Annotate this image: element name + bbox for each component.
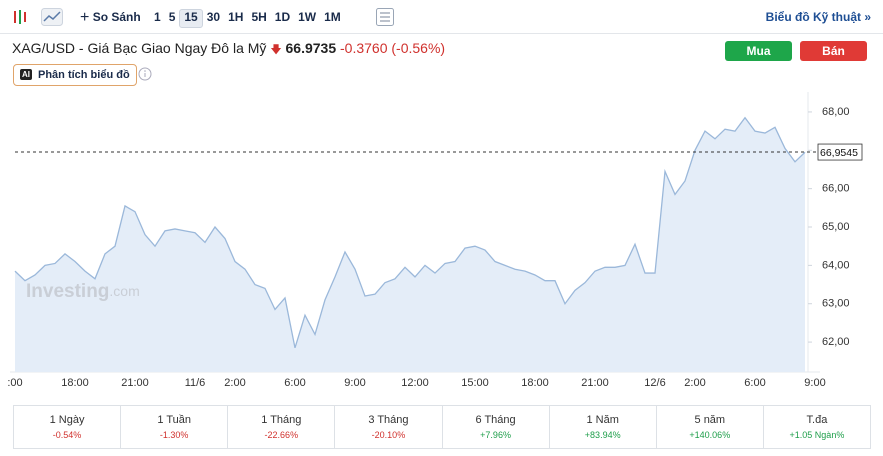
- period-change: +1.05 Ngàn%: [789, 430, 845, 440]
- current-price-label: 66,9545: [820, 147, 858, 159]
- watermark-suffix: .com: [109, 283, 139, 299]
- period-change: -1.30%: [159, 430, 189, 440]
- y-tick-label: 64,00: [822, 259, 850, 271]
- x-tick-label: 9:00: [344, 377, 365, 389]
- period-label: 3 Tháng: [368, 414, 409, 426]
- instrument-title: XAG/USD - Giá Bạc Giao Ngay Đô la Mỹ: [12, 40, 267, 56]
- area-fill: [15, 117, 805, 372]
- x-tick-label: 21:00: [121, 377, 149, 389]
- line-type-icon[interactable]: [41, 8, 63, 26]
- instrument-header: XAG/USD - Giá Bạc Giao Ngay Đô la Mỹ 🡇 6…: [12, 40, 446, 56]
- period-change: -20.10%: [371, 430, 406, 440]
- interval-button[interactable]: 5: [168, 10, 176, 24]
- ai-badge: AI: [20, 69, 32, 80]
- analysis-button[interactable]: AI Phân tích biểu đồ: [13, 64, 137, 86]
- x-tick-label: 12:00: [401, 377, 429, 389]
- period-change: +83.94%: [584, 430, 621, 440]
- interval-button[interactable]: 1W: [298, 10, 317, 24]
- sell-button[interactable]: Bán: [800, 41, 867, 61]
- x-tick-label: 18:00: [61, 377, 89, 389]
- y-tick-label: 62,00: [822, 336, 850, 348]
- interval-button[interactable]: 15: [179, 9, 203, 28]
- compare-button[interactable]: + So Sánh: [80, 9, 141, 26]
- performance-cell[interactable]: 1 Ngày -0.54%: [14, 406, 122, 448]
- x-tick-label: 9:00: [804, 377, 825, 389]
- last-price: 66.9735: [285, 40, 337, 56]
- technical-link[interactable]: Biểu đồ Kỹ thuật »: [765, 10, 871, 24]
- y-tick-label: 68,00: [822, 106, 850, 118]
- price-line: [14, 116, 806, 349]
- performance-cell[interactable]: 5 năm +140.06%: [657, 406, 764, 448]
- x-tick-label: 18:00: [521, 377, 549, 389]
- period-label: 1 Tuần: [157, 414, 191, 426]
- x-tick-label: 2:00: [224, 377, 245, 389]
- candle-icon[interactable]: [11, 9, 31, 25]
- info-icon[interactable]: [138, 67, 152, 81]
- interval-button[interactable]: 30: [206, 10, 221, 24]
- period-change: -0.54%: [52, 430, 82, 440]
- performance-cell[interactable]: 1 Tháng -22.66%: [228, 406, 336, 448]
- x-tick-label: 15:00: [461, 377, 489, 389]
- interval-button[interactable]: 1: [154, 10, 161, 24]
- period-label: 1 Ngày: [49, 414, 85, 426]
- interval-group: 1 5 15 30 1H 5H 1D 1W 1M: [150, 9, 345, 28]
- price-change-pct: (-0.56%): [391, 40, 446, 56]
- compare-label: So Sánh: [92, 10, 141, 24]
- period-label: 1 Tháng: [261, 414, 302, 426]
- x-tick-label: 12/6: [644, 377, 665, 389]
- watermark-brand: Investing: [26, 281, 109, 302]
- period-change: +7.96%: [480, 430, 511, 440]
- period-label: 5 năm: [694, 414, 726, 426]
- period-label: 6 Tháng: [475, 414, 516, 426]
- buy-button[interactable]: Mua: [725, 41, 792, 61]
- performance-cell[interactable]: 1 Tuần -1.30%: [121, 406, 229, 448]
- performance-cell[interactable]: 1 Năm +83.94%: [550, 406, 657, 448]
- watermark: Investing.com: [26, 281, 140, 302]
- performance-table: 1 Ngày -0.54% 1 Tuần -1.30% 1 Tháng -22.66% 3 …: [13, 405, 871, 449]
- period-label: 1 Năm: [586, 414, 619, 426]
- toolbar: + So Sánh 1 5 15 30 1H 5H 1D 1W 1M Biểu đồ Kỹ th…: [0, 0, 883, 34]
- interval-button[interactable]: 1D: [274, 10, 291, 24]
- period-label: T.đa: [806, 414, 828, 426]
- period-change: +140.06%: [689, 430, 731, 440]
- x-tick-label: :00: [7, 377, 22, 389]
- x-tick-label: 6:00: [744, 377, 765, 389]
- y-tick-label: 65,00: [822, 221, 850, 233]
- interval-button[interactable]: 1M: [324, 10, 341, 24]
- x-tick-label: 21:00: [581, 377, 609, 389]
- performance-cell[interactable]: T.đa +1.05 Ngàn%: [764, 406, 870, 448]
- x-tick-label: 11/6: [185, 377, 206, 389]
- x-tick-label: 6:00: [284, 377, 305, 389]
- interval-button[interactable]: 1H: [228, 10, 244, 24]
- performance-cell[interactable]: 3 Tháng -20.10%: [335, 406, 443, 448]
- period-change: -22.66%: [264, 430, 299, 440]
- chart: 62,0063,0064,0065,0066,0067,0068,00:0018…: [7, 92, 863, 389]
- x-tick-label: 2:00: [684, 377, 705, 389]
- indicator-icon[interactable]: [376, 8, 394, 26]
- performance-cell[interactable]: 6 Tháng +7.96%: [443, 406, 550, 448]
- price-change: -0.3760: [340, 40, 388, 56]
- y-tick-label: 63,00: [822, 298, 850, 310]
- analysis-label: Phân tích biểu đồ: [38, 69, 130, 81]
- current-price-box: [817, 143, 863, 161]
- interval-button[interactable]: 5H: [251, 10, 267, 24]
- y-tick-label: 66,00: [822, 183, 850, 195]
